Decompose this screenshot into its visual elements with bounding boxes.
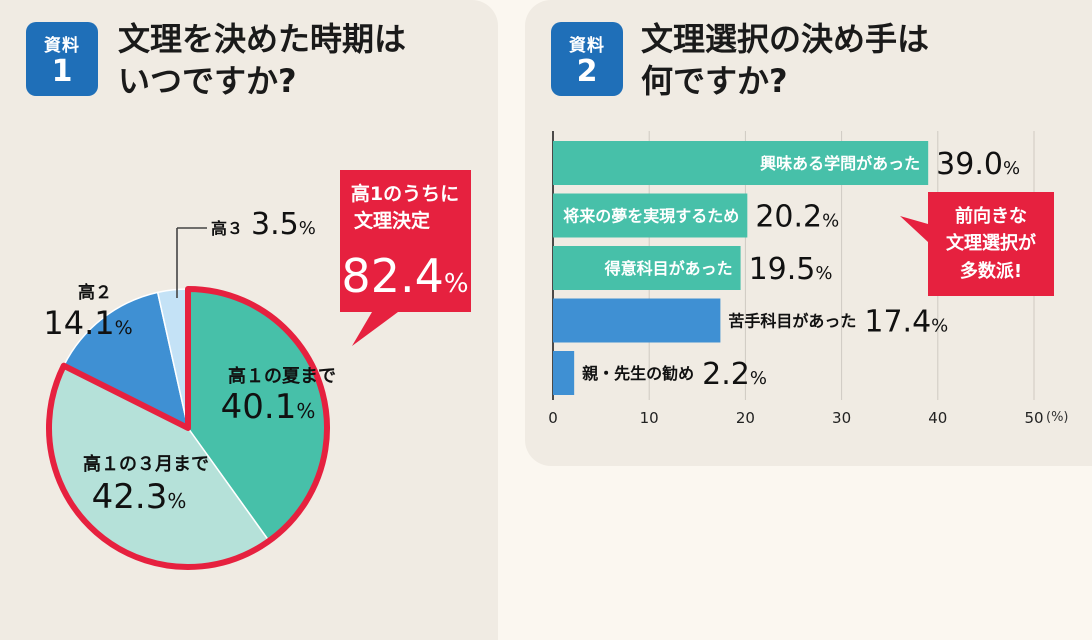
callout-positive-line-2: 文理選択が <box>946 232 1036 254</box>
bar-value-label: 39.0% <box>936 147 1020 182</box>
bar-value-unit: % <box>815 263 832 284</box>
slice-value-grade2-number: 14.1 <box>43 304 114 342</box>
callout-82-value: 82.4% <box>341 249 468 303</box>
bar-category-label: 興味ある学問があった <box>760 154 920 173</box>
bar <box>553 298 721 343</box>
panel-1-title-line-2: いつですか? <box>118 62 297 100</box>
bar-value-label: 17.4% <box>864 305 948 340</box>
bar <box>553 246 741 290</box>
badge-2-number: 2 <box>576 54 598 89</box>
callout-positive-bubble <box>900 192 1054 296</box>
panel-1-title-line-1: 文理を決めた時期は <box>118 20 407 58</box>
slice-label-summer: 高１の夏まで <box>228 365 336 387</box>
pie-highlight-outline <box>46 286 330 570</box>
bar-chart: 興味ある学問があった 39.0% 将来の夢を実現するため 20.2% 得意科目があった 1… <box>548 131 1069 427</box>
x-tick-label: 10 <box>640 409 659 427</box>
slice-label-march: 高１の３月まで <box>83 453 209 475</box>
bar-value-unit: % <box>931 316 948 337</box>
slice-value-march: 42.3% <box>92 477 187 517</box>
slice-label-grade3-text: 高３ <box>211 219 243 238</box>
charts-svg: 高１の夏まで 40.1% 高１の３月まで 42.3% 高２ 14.1% 高３ 3.… <box>43 131 1069 570</box>
bar-category-label: 親・先生の勧め <box>582 364 694 383</box>
x-tick-label: 30 <box>832 409 851 427</box>
bar-category-label: 将来の夢を実現するため <box>563 207 739 226</box>
callout-positive-line-3: 多数派! <box>960 260 1022 282</box>
callout-82-percent: 高1のうちに 文理決定 82.4% <box>340 170 471 346</box>
x-tick-label: 50 <box>1024 409 1043 427</box>
bar-value-unit: % <box>822 211 839 232</box>
bar-category-label: 苦手科目があった <box>728 312 856 331</box>
slice-value-grade3-unit: % <box>299 218 316 239</box>
slice-value-summer-unit: % <box>296 399 315 423</box>
bar-value-unit: % <box>750 368 767 389</box>
badge-2-label: 資料 <box>569 36 605 56</box>
panel-2-title-line-1: 文理選択の決め手は <box>641 20 930 58</box>
slice-value-grade2: 14.1% <box>43 304 132 342</box>
bar <box>553 351 575 395</box>
callout-positive: 前向きな 文理選択が 多数派! <box>900 192 1054 296</box>
x-axis-unit: (%) <box>1046 410 1069 425</box>
bar-category-label: 得意科目があった <box>604 259 733 278</box>
slice-value-summer: 40.1% <box>221 387 316 427</box>
x-tick-label: 20 <box>736 409 755 427</box>
bar-value-number: 19.5 <box>749 252 816 287</box>
pie-chart: 高１の夏まで 40.1% 高１の３月まで 42.3% 高２ 14.1% 高３ 3.… <box>43 207 336 570</box>
bar-value-label: 2.2% <box>702 357 767 392</box>
bar <box>553 193 748 238</box>
bar-value-number: 39.0 <box>936 147 1003 182</box>
slice-label-grade2: 高２ <box>78 282 112 303</box>
callout-82-line-2: 文理決定 <box>354 209 430 232</box>
bar <box>553 141 929 185</box>
badge-1-number: 1 <box>51 54 73 89</box>
panel-2-title-line-2: 何ですか? <box>641 62 788 100</box>
bar-value-label: 20.2% <box>755 200 839 235</box>
badge-1-label: 資料 <box>44 36 80 56</box>
callout-82-unit: % <box>444 269 469 299</box>
bar-value-unit: % <box>1003 158 1020 179</box>
slice-value-march-unit: % <box>167 489 186 513</box>
callout-82-number: 82.4 <box>341 249 443 303</box>
callout-82-bubble <box>340 170 471 346</box>
badge-2: 資料 2 <box>551 22 623 96</box>
slice-value-summer-number: 40.1 <box>221 387 297 427</box>
slice-label-grade3: 高３ 3.5% <box>211 207 316 242</box>
panel-1-title: 文理を決めた時期は いつですか? <box>118 18 406 102</box>
panel-2-title: 文理選択の決め手は 何ですか? <box>641 18 929 102</box>
bar-value-number: 2.2 <box>702 357 750 392</box>
bar-value-label: 19.5% <box>749 252 833 287</box>
bar-value-number: 20.2 <box>755 200 822 235</box>
slice-value-grade3-number: 3.5 <box>251 207 299 242</box>
pie-slice-grade2 <box>62 291 190 430</box>
slice-value-march-number: 42.3 <box>92 477 168 517</box>
x-tick-label: 0 <box>548 409 558 427</box>
x-tick-label: 40 <box>928 409 947 427</box>
callout-82-line-1: 高1のうちに <box>351 182 459 205</box>
callout-positive-line-1: 前向きな <box>955 205 1027 227</box>
bar-value-number: 17.4 <box>864 305 931 340</box>
badge-1: 資料 1 <box>26 22 98 96</box>
slice-value-grade2-unit: % <box>115 317 133 339</box>
